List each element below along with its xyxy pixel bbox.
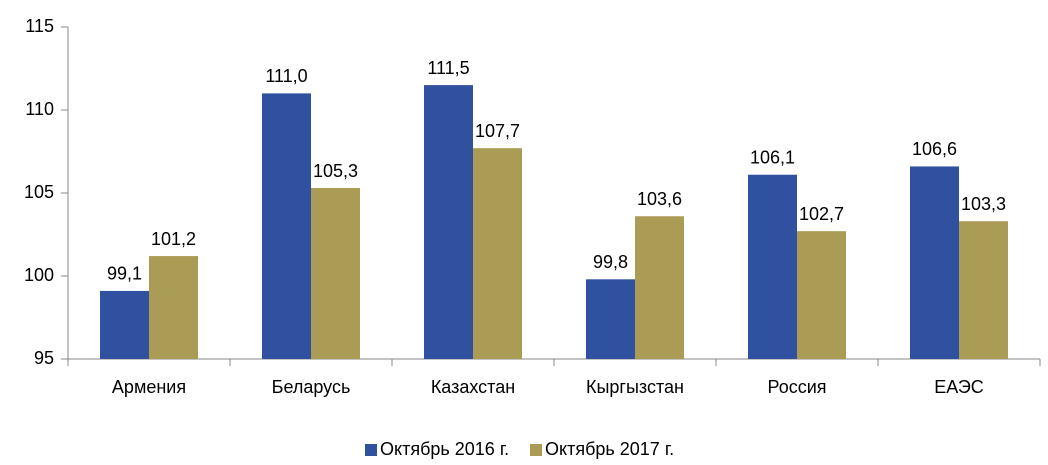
bar: [311, 188, 360, 359]
value-label: 102,7: [799, 204, 844, 224]
y-tick-label: 105: [24, 182, 54, 202]
y-tick-label: 95: [34, 348, 54, 368]
bar: [473, 148, 522, 359]
bar: [586, 279, 635, 359]
value-label: 111,5: [427, 58, 469, 78]
bar: [910, 166, 959, 359]
value-label: 103,3: [961, 194, 1006, 214]
value-label: 99,1: [107, 264, 142, 284]
value-label: 99,8: [593, 252, 628, 272]
x-tick-label: Армения: [112, 377, 186, 397]
x-tick-label: ЕАЭС: [934, 377, 984, 397]
bar: [149, 256, 198, 359]
value-label: 111,0: [265, 66, 307, 86]
bar: [748, 174, 797, 359]
value-label: 101,2: [151, 229, 196, 249]
bar: [797, 231, 846, 359]
y-tick-label: 110: [25, 99, 54, 119]
legend-label: Октябрь 2017 г.: [545, 439, 674, 459]
bar: [959, 221, 1008, 359]
bar: [424, 85, 473, 359]
legend-swatch: [365, 444, 377, 456]
bar: [262, 93, 311, 360]
x-tick-label: Кыргызстан: [586, 377, 684, 397]
bar: [100, 290, 149, 359]
value-label: 105,3: [313, 161, 358, 181]
x-tick-label: Россия: [767, 377, 826, 397]
y-tick-label: 115: [25, 16, 54, 36]
x-tick-label: Казахстан: [431, 377, 515, 397]
bar: [635, 216, 684, 359]
legend-label: Октябрь 2016 г.: [380, 439, 509, 459]
x-tick-label: Беларусь: [272, 377, 351, 397]
value-label: 106,1: [750, 147, 795, 167]
value-label: 106,6: [912, 139, 957, 159]
legend-swatch: [530, 444, 542, 456]
value-label: 103,6: [637, 189, 682, 209]
value-label: 107,7: [475, 121, 520, 141]
y-tick-label: 100: [24, 265, 54, 285]
